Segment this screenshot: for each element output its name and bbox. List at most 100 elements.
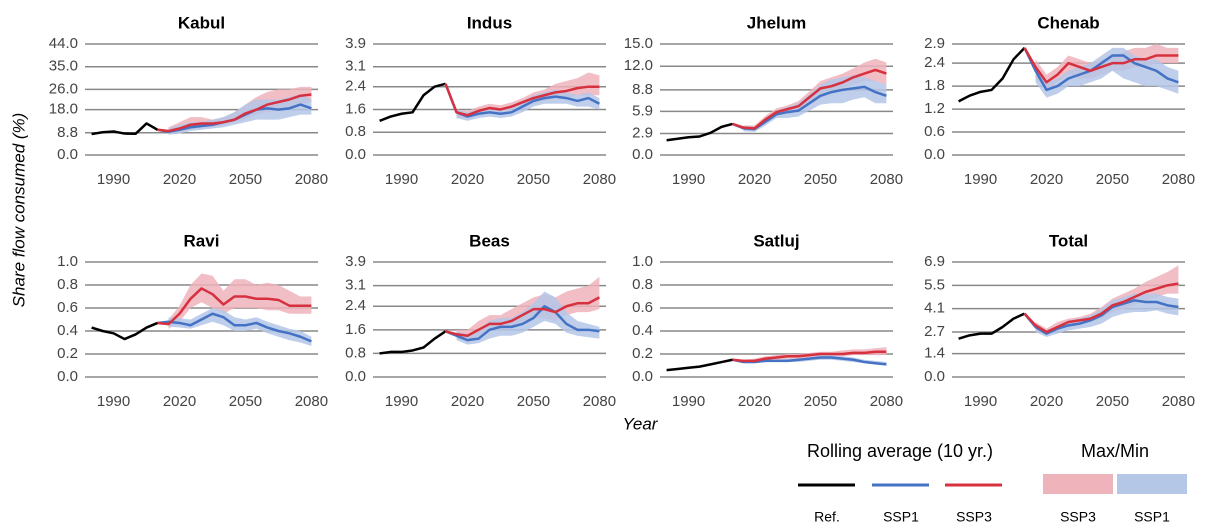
series-line <box>666 358 733 372</box>
y-tick-label: 2.4 <box>924 54 945 71</box>
y-tick-label: 44.0 <box>49 35 78 52</box>
series-line <box>445 296 600 337</box>
series-line <box>379 330 447 355</box>
range-band <box>456 291 600 345</box>
x-tick-label: 2080 <box>295 171 328 188</box>
y-tick-label: 1.6 <box>345 321 366 338</box>
panel-title: Ravi <box>184 231 220 250</box>
x-tick-label: 1990 <box>97 171 130 188</box>
legend-label: Ref. <box>814 509 840 525</box>
legend-label: SSP3 <box>956 509 992 525</box>
series-line <box>1023 47 1179 84</box>
y-tick-label: 1.4 <box>924 345 945 362</box>
y-tick-label: 1.0 <box>632 253 653 270</box>
x-tick-label: 1990 <box>385 393 418 410</box>
y-tick-label: 1.2 <box>924 100 945 117</box>
y-tick-label: 0.6 <box>57 299 78 316</box>
x-tick-label: 2020 <box>738 171 771 188</box>
legend-label: SSP1 <box>883 509 919 525</box>
y-tick-label: 2.9 <box>924 35 945 52</box>
x-tick-label: 1990 <box>964 171 997 188</box>
series-line <box>1023 282 1179 334</box>
x-tick-label: 2050 <box>229 171 262 188</box>
series-line <box>732 68 887 130</box>
series-line <box>157 93 312 133</box>
series-line <box>157 312 312 343</box>
series-line <box>445 304 600 342</box>
series-line <box>91 122 159 136</box>
series-line <box>958 312 1026 340</box>
y-tick-label: 8.8 <box>57 124 78 141</box>
x-tick-label: 2020 <box>738 393 771 410</box>
y-tick-label: 0.0 <box>345 368 366 385</box>
series-line <box>732 350 887 363</box>
y-tick-label: 0.8 <box>632 276 653 293</box>
y-tick-label: 2.9 <box>632 125 653 142</box>
y-tick-label: 0.0 <box>345 146 366 163</box>
x-tick-label: 2080 <box>583 171 616 188</box>
x-tick-label: 2050 <box>229 393 262 410</box>
series-line <box>1023 47 1179 92</box>
y-tick-label: 18.0 <box>49 101 78 118</box>
y-tick-label: 0.8 <box>345 123 366 140</box>
y-tick-label: 1.0 <box>57 253 78 270</box>
x-tick-label: 2080 <box>1162 393 1195 410</box>
y-axis-label: Share flow consumed (%) <box>9 113 28 308</box>
x-tick-label: 2050 <box>1096 393 1129 410</box>
x-tick-label: 2020 <box>1030 393 1063 410</box>
y-tick-label: 0.6 <box>632 299 653 316</box>
y-tick-label: 0.8 <box>345 344 366 361</box>
y-tick-label: 0.0 <box>632 368 653 385</box>
y-tick-label: 2.4 <box>345 78 366 95</box>
range-band <box>1035 293 1179 337</box>
y-tick-label: 0.2 <box>57 345 78 362</box>
x-tick-label: 2020 <box>163 171 196 188</box>
panel-title: Beas <box>469 231 510 250</box>
range-band <box>168 273 312 329</box>
series-line <box>379 82 446 123</box>
y-tick-label: 0.4 <box>57 322 78 339</box>
panel-title: Total <box>1049 231 1088 250</box>
y-tick-label: 0.4 <box>632 322 653 339</box>
x-tick-label: 2080 <box>295 393 328 410</box>
y-tick-label: 3.1 <box>345 277 366 294</box>
x-axis-label: Year <box>623 414 659 433</box>
x-tick-label: 1990 <box>672 393 705 410</box>
legend-swatch <box>1043 474 1113 494</box>
series-line <box>157 287 312 326</box>
y-tick-label: 12.0 <box>624 57 653 74</box>
series-line <box>958 46 1026 103</box>
y-tick-label: 0.6 <box>924 123 945 140</box>
y-tick-label: 0.8 <box>57 276 78 293</box>
panel-title: Chenab <box>1037 13 1099 32</box>
series-line <box>444 83 600 118</box>
x-tick-label: 1990 <box>964 393 997 410</box>
x-tick-label: 2080 <box>870 171 903 188</box>
x-tick-label: 2050 <box>517 171 550 188</box>
x-tick-label: 2050 <box>804 171 837 188</box>
y-tick-label: 26.0 <box>49 80 78 97</box>
legend-title: Max/Min <box>1081 441 1149 461</box>
y-tick-label: 2.4 <box>345 297 366 314</box>
x-tick-label: 2020 <box>451 171 484 188</box>
y-tick-label: 1.6 <box>345 100 366 117</box>
panel-title: Satluj <box>753 231 799 250</box>
panel-title: Indus <box>467 13 512 32</box>
series-line <box>91 321 159 341</box>
y-tick-label: 3.9 <box>345 35 366 52</box>
range-band <box>456 72 600 118</box>
y-tick-label: 3.1 <box>345 58 366 75</box>
y-tick-label: 4.1 <box>924 300 945 317</box>
x-tick-label: 2020 <box>451 393 484 410</box>
y-tick-label: 1.8 <box>924 77 945 94</box>
y-tick-label: 0.0 <box>924 368 945 385</box>
series-line <box>444 83 600 117</box>
y-tick-label: 0.0 <box>632 146 653 163</box>
y-tick-label: 5.9 <box>632 102 653 119</box>
x-tick-label: 2080 <box>1162 171 1195 188</box>
x-tick-label: 1990 <box>672 171 705 188</box>
x-tick-label: 2080 <box>583 393 616 410</box>
series-line <box>1023 299 1179 335</box>
legend-label: SSP1 <box>1134 509 1170 525</box>
